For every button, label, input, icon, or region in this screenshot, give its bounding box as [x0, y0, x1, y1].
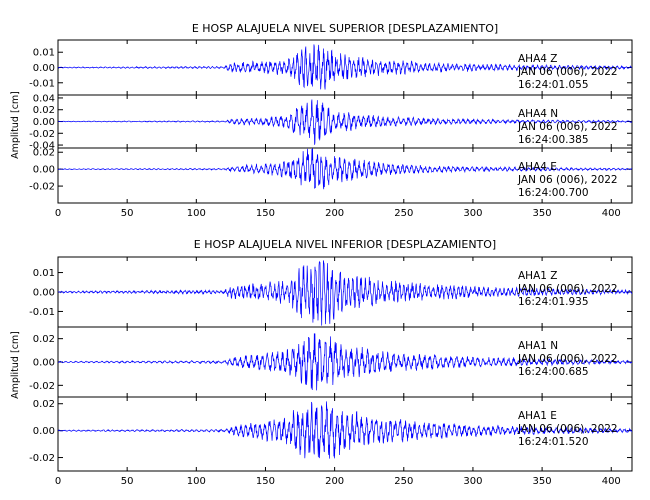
y-tick-label: 0.01	[33, 48, 55, 59]
seismic-trace-aha4-z	[58, 44, 632, 90]
x-tick-label: 150	[256, 208, 275, 219]
seismic-trace-aha1-n	[58, 333, 632, 391]
trace-station-label: AHA1 E	[518, 410, 557, 422]
y-tick-label: 0.00	[33, 426, 55, 437]
x-tick-label: 100	[187, 208, 206, 219]
x-tick-label: 250	[394, 476, 413, 487]
y-tick-label: 0.00	[33, 165, 55, 176]
y-tick-label: 0.04	[33, 93, 55, 104]
trace-time-label: 16:24:00.385	[518, 134, 589, 146]
y-tick-label: -0.02	[29, 381, 55, 392]
y-tick-label: -0.02	[29, 182, 55, 193]
y-tick-label: -0.01	[29, 307, 55, 318]
x-tick-label: 50	[121, 208, 134, 219]
trace-date-label: JAN 06 (006), 2022	[517, 353, 618, 365]
x-tick-label: 250	[394, 208, 413, 219]
y-tick-label: 0.00	[33, 288, 55, 299]
chart-title: E HOSP ALAJUELA NIVEL SUPERIOR [DESPLAZA…	[192, 22, 498, 35]
y-tick-label: 0.02	[33, 148, 55, 159]
trace-time-label: 16:24:00.700	[518, 187, 589, 199]
trace-station-label: AHA1 N	[518, 340, 558, 352]
y-tick-label: -0.02	[29, 129, 55, 140]
trace-date-label: JAN 06 (006), 2022	[517, 423, 618, 435]
y-tick-label: 0.00	[33, 117, 55, 128]
x-tick-label: 50	[121, 476, 134, 487]
trace-panel-frame	[57, 147, 633, 204]
y-tick-label: 0.00	[33, 358, 55, 369]
x-tick-label: 350	[533, 476, 552, 487]
seismic-trace-aha1-z	[58, 260, 632, 326]
trace-panel-frame	[57, 396, 633, 472]
x-tick-label: 350	[533, 208, 552, 219]
trace-date-label: JAN 06 (006), 2022	[517, 66, 618, 78]
y-tick-label: 0.00	[33, 63, 55, 74]
x-tick-label: 200	[325, 476, 344, 487]
x-tick-label: 150	[256, 476, 275, 487]
y-axis-label: Amplitud [cm]	[10, 331, 21, 399]
x-tick-label: 300	[463, 476, 482, 487]
x-tick-label: 0	[55, 208, 61, 219]
y-tick-label: 0.01	[33, 268, 55, 279]
y-tick-label: -0.04	[29, 141, 55, 152]
trace-time-label: 16:24:01.055	[518, 79, 589, 91]
y-axis-label: Amplitud [cm]	[10, 91, 21, 159]
trace-date-label: JAN 06 (006), 2022	[517, 121, 618, 133]
seismic-trace-aha4-n	[58, 99, 632, 145]
trace-station-label: AHA4 N	[518, 108, 558, 120]
x-tick-label: 200	[325, 208, 344, 219]
trace-date-label: JAN 06 (006), 2022	[517, 174, 618, 186]
trace-date-label: JAN 06 (006), 2022	[517, 283, 618, 295]
x-tick-label: 100	[187, 476, 206, 487]
x-tick-label: 0	[55, 476, 61, 487]
trace-time-label: 16:24:01.520	[518, 436, 589, 448]
x-tick-label: 400	[602, 208, 621, 219]
trace-station-label: AHA4 Z	[518, 53, 557, 65]
x-tick-label: 300	[463, 208, 482, 219]
chart-title: E HOSP ALAJUELA NIVEL INFERIOR [DESPLAZA…	[194, 238, 496, 251]
seismic-trace-aha4-e	[58, 148, 632, 190]
trace-time-label: 16:24:00.685	[518, 366, 589, 378]
x-tick-label: 400	[602, 476, 621, 487]
y-tick-label: -0.01	[29, 78, 55, 89]
trace-station-label: AHA1 Z	[518, 270, 557, 282]
y-tick-label: -0.02	[29, 453, 55, 464]
seismic-trace-aha1-e	[58, 401, 632, 459]
trace-time-label: 16:24:01.935	[518, 296, 589, 308]
y-tick-label: 0.02	[33, 399, 55, 410]
y-tick-label: 0.02	[33, 105, 55, 116]
trace-station-label: AHA4 E	[518, 161, 557, 173]
y-tick-label: 0.02	[33, 334, 55, 345]
